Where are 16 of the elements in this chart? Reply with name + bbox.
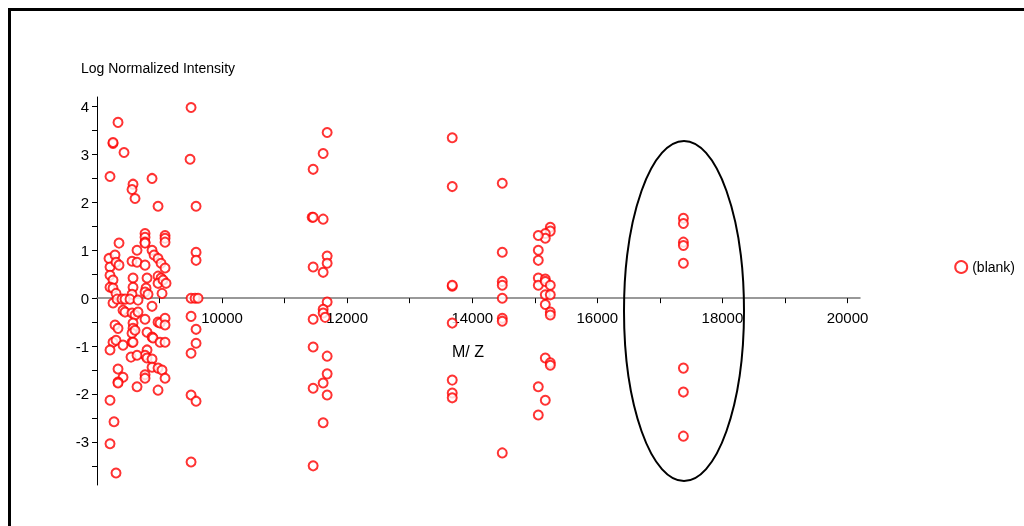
y-tick-label: -3 bbox=[75, 433, 89, 451]
y-tick-label: 4 bbox=[80, 98, 89, 116]
x-tick-label: 10000 bbox=[201, 309, 243, 327]
legend-label: (blank) bbox=[972, 259, 1015, 275]
y-tick-label: 3 bbox=[80, 145, 89, 163]
x-tick-label: 16000 bbox=[576, 309, 619, 327]
y-tick-label: -2 bbox=[75, 385, 89, 403]
y-tick-label: -1 bbox=[75, 337, 89, 355]
x-tick-label: 14000 bbox=[451, 309, 494, 327]
y-axis-title: Log Normalized Intensity bbox=[81, 60, 236, 76]
y-tick-label: 0 bbox=[80, 289, 89, 307]
x-axis-title: M/ Z bbox=[452, 342, 485, 360]
x-tick-label: 20000 bbox=[826, 309, 869, 327]
x-tick-label: 18000 bbox=[701, 309, 744, 327]
y-tick-label: 2 bbox=[80, 193, 89, 211]
y-tick-label: 1 bbox=[80, 241, 89, 259]
